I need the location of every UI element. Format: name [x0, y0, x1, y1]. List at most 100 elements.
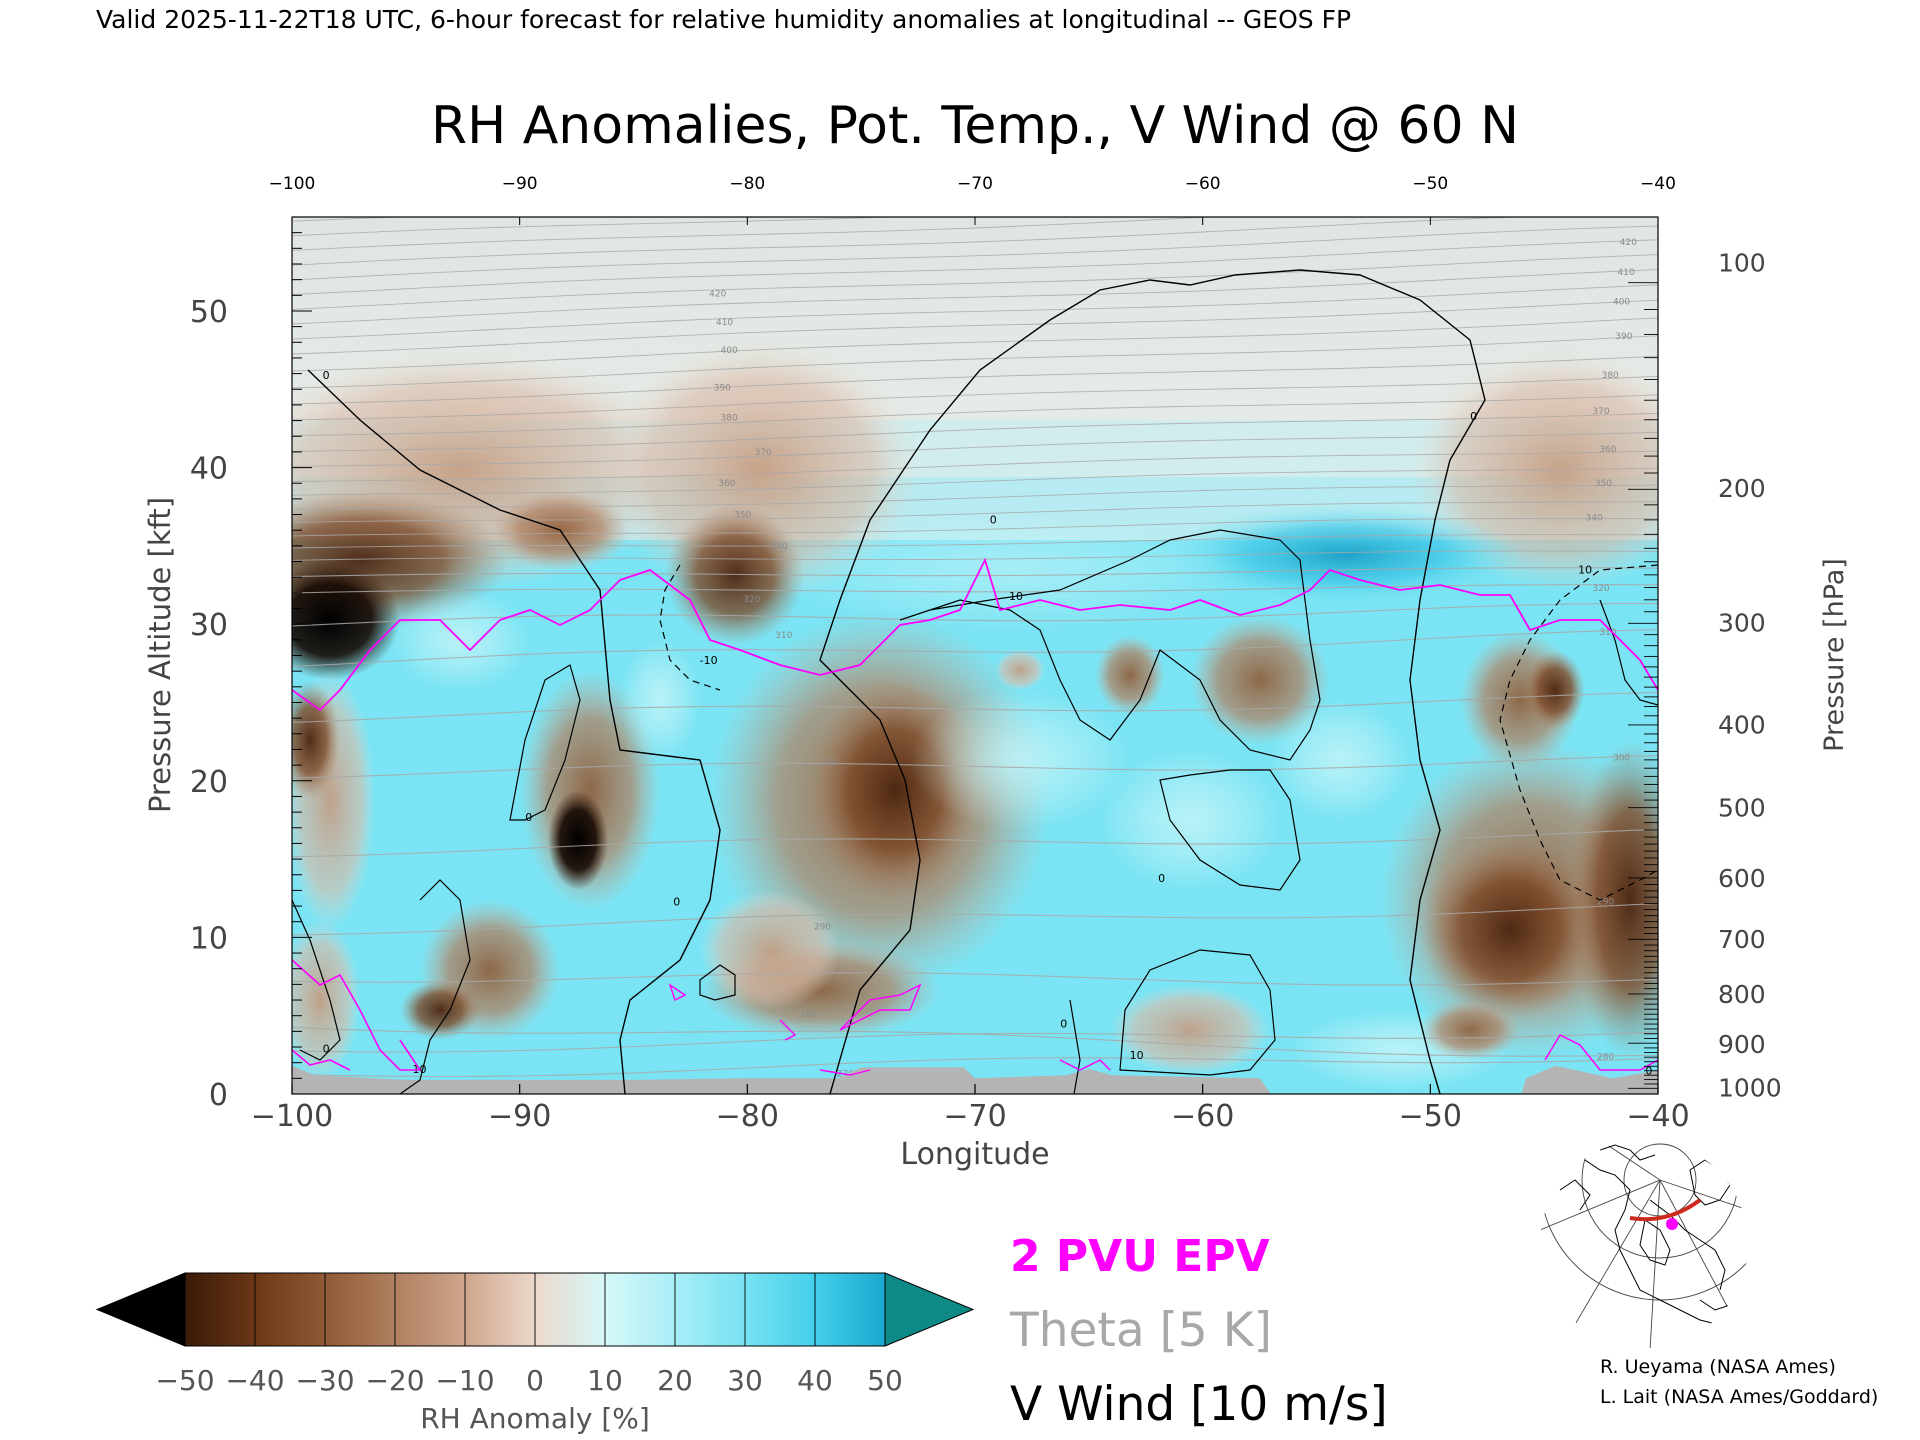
theta-contour-line: [292, 828, 1658, 858]
chart-title: RH Anomalies, Pot. Temp., V Wind @ 60 N: [431, 96, 1519, 156]
pressure-tick-label: 900: [1718, 1030, 1766, 1059]
colorbar-tick-label: 30: [727, 1364, 763, 1397]
v-wind-label: -10: [700, 654, 718, 667]
theta-contour-line: [292, 254, 1658, 310]
y-tick-label: 40: [190, 452, 228, 487]
theta-label: 340: [1586, 514, 1603, 524]
theta-contour-line: [292, 217, 903, 237]
theta-contour-line: [292, 431, 1658, 467]
x-tick-label: −80: [716, 1099, 779, 1134]
theta-contour-line: [292, 567, 1658, 578]
colorbar-tick-label: 50: [867, 1364, 903, 1397]
theta-label: 400: [721, 346, 738, 356]
theta-label: 280: [1597, 1052, 1614, 1062]
theta-contour-line: [292, 335, 1658, 389]
theta-contour-line: [292, 225, 1658, 281]
plot-area: 4204104003903803703603503403203103002902…: [143, 174, 1850, 1172]
theta-label: 360: [718, 479, 735, 489]
theta-contour-line: [292, 972, 1658, 986]
theta-contour-line: [292, 602, 1658, 627]
theta-contour-line: [292, 239, 1658, 296]
theta-label: 340: [771, 542, 788, 552]
colorbar-over-arrow: [884, 1272, 975, 1347]
colorbar-tick-label: −20: [365, 1364, 424, 1397]
theta-label: 350: [734, 511, 751, 521]
theta-label: 290: [1597, 897, 1614, 907]
theta-contour-line: [292, 467, 1658, 496]
x-axis-bottom: −100 −90 −80 −70 −60 −50 −40: [251, 1084, 1690, 1134]
colorbar-tick-label: −50: [155, 1364, 214, 1397]
theta-contour-line: [292, 317, 1658, 372]
theta-contour-line: [292, 534, 1658, 549]
top-tick-label: −60: [1185, 174, 1221, 194]
x-tick-label: −60: [1171, 1099, 1234, 1134]
colorbar-tick-label: −40: [225, 1364, 284, 1397]
theta-label: 310: [775, 631, 792, 641]
legend-epv: 2 PVU EPV: [1010, 1231, 1270, 1282]
theta-label: 410: [1618, 268, 1635, 278]
v-wind-label: 10: [1009, 590, 1023, 603]
colorbar-tick-label: 20: [657, 1364, 693, 1397]
colorbar-segment: [745, 1273, 815, 1346]
y-axis-label-right: Pressure [hPa]: [1819, 558, 1850, 752]
legend-theta: Theta [5 K]: [1009, 1303, 1272, 1358]
pressure-tick-label: 100: [1718, 248, 1766, 277]
theta-label: 420: [1620, 238, 1637, 248]
theta-label: 310: [1599, 628, 1616, 638]
credit-line-2: L. Lait (NASA Ames/Goddard): [1600, 1386, 1878, 1408]
y-tick-label: 20: [190, 765, 228, 800]
pressure-tick-label: 700: [1718, 925, 1766, 954]
theta-contour-line: [292, 484, 1658, 510]
pressure-tick-label: 300: [1718, 609, 1766, 638]
theta-contour-line: [292, 394, 1658, 437]
x-axis-label: Longitude: [900, 1137, 1049, 1172]
theta-label: 320: [1592, 584, 1609, 594]
legend: 2 PVU EPV Theta [5 K] V Wind [10 m/s]: [1009, 1231, 1388, 1432]
colorbar-segment: [535, 1273, 605, 1346]
y-axis-label-left: Pressure Altitude [kft]: [143, 497, 177, 813]
x-tick-label: −40: [1626, 1099, 1689, 1134]
x-tick-label: −50: [1399, 1099, 1462, 1134]
x-tick-label: −90: [488, 1099, 551, 1134]
map-location-dot: [1666, 1218, 1678, 1230]
x-tick-label: −70: [943, 1099, 1006, 1134]
theta-contour-line: [292, 269, 1658, 325]
epv-2pvu-contour: [292, 557, 1658, 1076]
top-tick-label: −90: [502, 174, 538, 194]
colorbar-tick-label: 10: [587, 1364, 623, 1397]
top-tick-label: −80: [729, 174, 765, 194]
pressure-tick-label: 400: [1718, 710, 1766, 739]
credit-line-1: R. Ueyama (NASA Ames): [1600, 1356, 1836, 1378]
theta-contour-line: [292, 902, 1658, 936]
colorbar-segment: [815, 1273, 885, 1346]
x-tick-label: −100: [251, 1099, 333, 1134]
top-tick-label: −70: [957, 174, 993, 194]
theta-label: 400: [1613, 298, 1630, 308]
theta-label: 390: [1615, 332, 1632, 342]
colorbar-segment: [325, 1273, 395, 1346]
v-wind-label: 0: [1060, 1018, 1067, 1031]
v-wind-label: 0: [1470, 410, 1477, 423]
theta-contour-line: [292, 299, 1658, 355]
v-wind-label: 0: [673, 895, 680, 908]
theta-label: 300: [821, 758, 838, 768]
theta-contour-line: [292, 550, 1658, 561]
top-tick-label: −40: [1640, 174, 1676, 194]
theta-label: 370: [755, 448, 772, 458]
locator-map: [1540, 1140, 1748, 1348]
v-wind-label: 0: [1158, 872, 1165, 885]
rh-anomaly-field: [292, 217, 1658, 1094]
pressure-tick-label: 200: [1718, 474, 1766, 503]
v-wind-label: 0: [323, 369, 330, 382]
colorbar-tick-label: 0: [526, 1364, 544, 1397]
map-cross-section-line: [1629, 1198, 1702, 1222]
terrain-mask: [292, 1065, 1658, 1094]
v-wind-contours: [292, 269, 1658, 1094]
colorbar-segment: [605, 1273, 675, 1346]
theta-label: 280: [800, 1010, 817, 1020]
colorbar-segment: [465, 1273, 535, 1346]
colorbar: −50 −40 −30 −20 −10 0 10 20 30 40 50: [95, 1272, 975, 1397]
theta-label: 390: [714, 384, 731, 394]
